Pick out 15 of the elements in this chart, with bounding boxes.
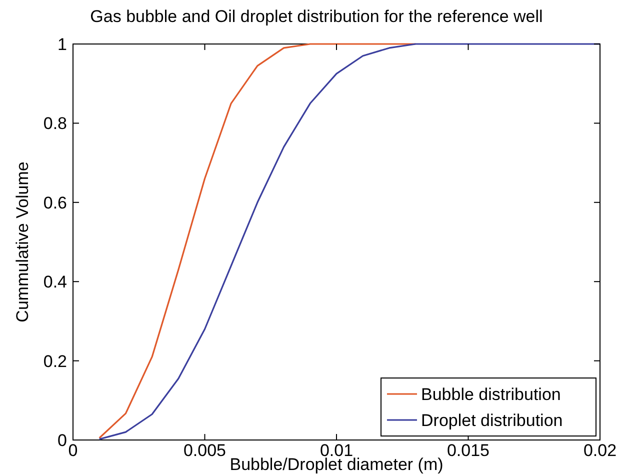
- x-tick-label: 0.005: [183, 441, 226, 460]
- x-tick-label: 0.02: [583, 441, 617, 460]
- y-tick-label: 0.8: [43, 114, 67, 134]
- y-tick-label: 0.4: [43, 272, 67, 292]
- legend-label: Droplet distribution: [421, 411, 563, 430]
- x-tick-label: 0.015: [446, 441, 490, 460]
- chart-title: Gas bubble and Oil droplet distribution for the reference well: [90, 7, 543, 26]
- y-tick-label: 1: [58, 35, 67, 54]
- y-tick-label: 0.6: [43, 193, 67, 212]
- legend-label: Bubble distribution: [421, 385, 561, 404]
- line-series: [98, 43, 601, 440]
- y-tick-label: 0.2: [43, 352, 67, 371]
- x-axis-title: Bubble/Droplet diameter (m): [230, 455, 444, 474]
- y-axis-title: Cummulative Volume: [13, 162, 32, 322]
- line-series: [98, 43, 416, 439]
